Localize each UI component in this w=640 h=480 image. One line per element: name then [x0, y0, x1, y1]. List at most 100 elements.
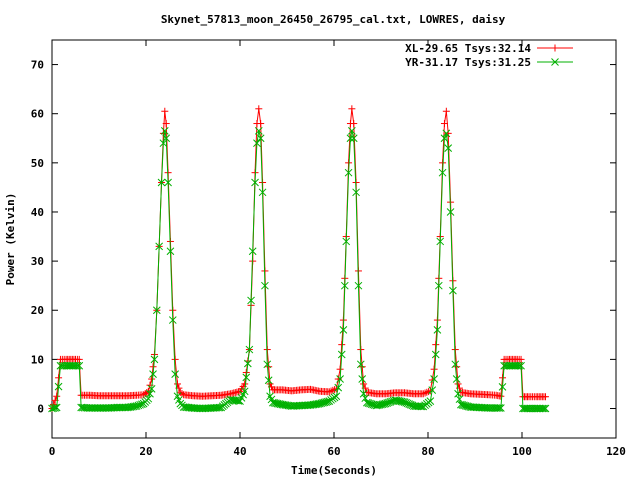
- data-point: [431, 350, 440, 359]
- data-point: [129, 402, 138, 411]
- data-point: [359, 389, 368, 398]
- data-point: [458, 401, 467, 409]
- data-point: [148, 375, 156, 383]
- data-point: [247, 296, 255, 305]
- data-point: [325, 388, 333, 396]
- y-tick-label: 0: [37, 403, 44, 416]
- data-point: [397, 397, 406, 406]
- data-point: [515, 361, 524, 370]
- data-point: [348, 105, 356, 113]
- data-point: [146, 389, 154, 398]
- data-point: [53, 392, 61, 400]
- data-point: [258, 188, 267, 197]
- data-point: [440, 120, 448, 128]
- legend-label: XL-29.65 Tsys:32.14: [405, 42, 531, 55]
- data-point: [375, 401, 384, 409]
- data-point: [168, 316, 177, 324]
- data-point: [214, 403, 222, 412]
- data-point: [54, 382, 63, 391]
- series-layer: [48, 105, 550, 413]
- data-point: [337, 350, 346, 359]
- x-tick-label: 40: [233, 445, 246, 458]
- data-point: [150, 355, 159, 364]
- data-point: [391, 396, 399, 405]
- data-point: [327, 387, 335, 395]
- data-point: [138, 400, 146, 409]
- y-tick-label: 30: [31, 255, 44, 268]
- data-point: [56, 361, 65, 370]
- data-point: [269, 398, 277, 407]
- data-point: [346, 134, 355, 143]
- legend-swatch-marker: [551, 58, 559, 66]
- data-point: [161, 107, 169, 115]
- data-point: [48, 404, 56, 413]
- data-point: [160, 127, 169, 135]
- data-point: [334, 383, 343, 392]
- x-tick-label: 0: [49, 445, 56, 458]
- data-point: [349, 134, 358, 143]
- data-point: [144, 394, 153, 403]
- y-axis-ticks: 0 10 20 30 40 50 60 70: [31, 59, 616, 416]
- data-point: [75, 355, 83, 363]
- data-point: [147, 385, 156, 393]
- x-axis-ticks: 0 20 40 60 80 100 120: [49, 40, 626, 458]
- data-point: [336, 375, 344, 383]
- data-point: [454, 380, 462, 388]
- data-point: [352, 188, 360, 197]
- series-1: [48, 105, 549, 413]
- data-point: [332, 392, 341, 401]
- data-point: [71, 361, 80, 370]
- data-point: [354, 281, 363, 290]
- data-point: [320, 398, 329, 407]
- data-point: [273, 399, 282, 408]
- data-point: [243, 359, 252, 368]
- data-point: [75, 361, 84, 370]
- data-point: [316, 399, 324, 408]
- data-point: [372, 401, 381, 410]
- data-point: [51, 404, 59, 412]
- y-tick-label: 50: [31, 157, 44, 170]
- data-point: [49, 404, 58, 413]
- data-point: [430, 375, 438, 383]
- legend-swatch-marker: [551, 44, 559, 52]
- data-point: [312, 400, 321, 408]
- data-point: [340, 281, 349, 290]
- data-point: [498, 383, 507, 391]
- x-tick-label: 20: [139, 445, 152, 458]
- data-point: [358, 363, 366, 371]
- data-point: [497, 392, 505, 400]
- data-point: [319, 398, 327, 407]
- data-point: [152, 306, 161, 315]
- data-point: [356, 360, 365, 369]
- data-point: [276, 400, 285, 409]
- data-point: [270, 399, 279, 407]
- y-tick-label: 70: [31, 59, 44, 72]
- data-point: [254, 127, 263, 135]
- data-point: [433, 326, 442, 334]
- y-tick-label: 40: [31, 206, 44, 219]
- y-tick-label: 10: [31, 353, 44, 366]
- data-point: [265, 363, 273, 371]
- data-point: [377, 400, 385, 409]
- y-tick-label: 60: [31, 108, 44, 121]
- data-point: [395, 397, 404, 406]
- data-point: [155, 242, 164, 251]
- data-point: [261, 281, 269, 290]
- data-point: [242, 373, 251, 382]
- y-tick-label: 20: [31, 304, 44, 317]
- data-point: [442, 107, 450, 115]
- data-point: [317, 399, 326, 408]
- data-point: [350, 120, 358, 128]
- data-point: [423, 388, 431, 396]
- legend-label: YR-31.17 Tsys:31.25: [405, 56, 531, 69]
- data-point: [55, 374, 63, 382]
- data-point: [428, 386, 437, 394]
- data-point: [73, 361, 82, 370]
- data-point: [344, 168, 353, 177]
- data-point: [162, 120, 170, 128]
- data-point: [416, 402, 425, 411]
- data-point: [517, 361, 525, 370]
- data-point: [322, 398, 331, 406]
- data-point: [275, 400, 284, 408]
